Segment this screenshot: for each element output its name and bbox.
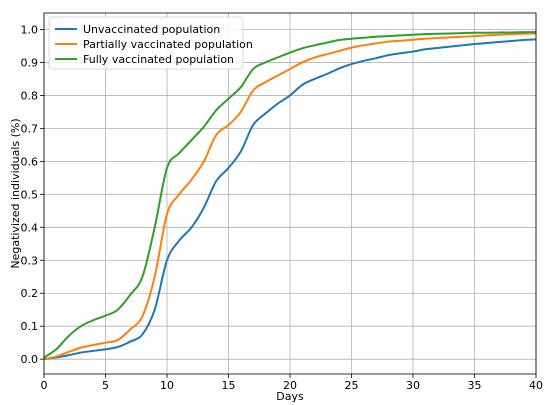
- x-tick-label: 25: [345, 379, 359, 392]
- legend: Unvaccinated population Partially vaccina…: [48, 16, 253, 70]
- x-tick-label: 15: [222, 379, 236, 392]
- series-line-2: [43, 32, 537, 361]
- y-tick-label: 0.9: [21, 56, 39, 69]
- y-tick-label: 0.4: [21, 221, 39, 234]
- y-tick-label: 0.6: [21, 155, 39, 168]
- x-tick-label: 10: [160, 379, 174, 392]
- x-tick-label: 30: [406, 379, 420, 392]
- x-tick-label: 0: [41, 379, 48, 392]
- series-line-3: [43, 31, 537, 359]
- y-tick-label: 0.5: [21, 188, 39, 201]
- y-axis-title: Negativized individuals (%): [9, 118, 22, 268]
- series-lines: [43, 31, 537, 361]
- legend-label: Fully vaccinated population: [83, 53, 234, 66]
- y-tick-label: 0.8: [21, 89, 39, 102]
- x-tick-label: 40: [529, 379, 543, 392]
- series-line-1: [43, 38, 537, 361]
- x-axis-title: Days: [276, 390, 304, 403]
- y-tick-label: 0.1: [21, 320, 39, 333]
- y-tick-label: 0.7: [21, 122, 39, 135]
- axes: 0 5 10 15 20 25 30 35 40 0.0 0.1 0.2 0.3 0.4 0.5 0.6 0.7…: [21, 12, 543, 392]
- legend-box: [48, 16, 244, 70]
- legend-label: Unvaccinated population: [83, 23, 220, 36]
- y-tick-label: 0.3: [21, 254, 39, 267]
- x-tick-label: 20: [283, 379, 297, 392]
- x-tick-label: 5: [102, 379, 109, 392]
- legend-label: Partially vaccinated population: [83, 38, 253, 51]
- y-tick-label: 1.0: [21, 23, 39, 36]
- y-tick-label: 0.0: [21, 353, 39, 366]
- y-tick-label: 0.2: [21, 287, 39, 300]
- x-tick-label: 35: [468, 379, 482, 392]
